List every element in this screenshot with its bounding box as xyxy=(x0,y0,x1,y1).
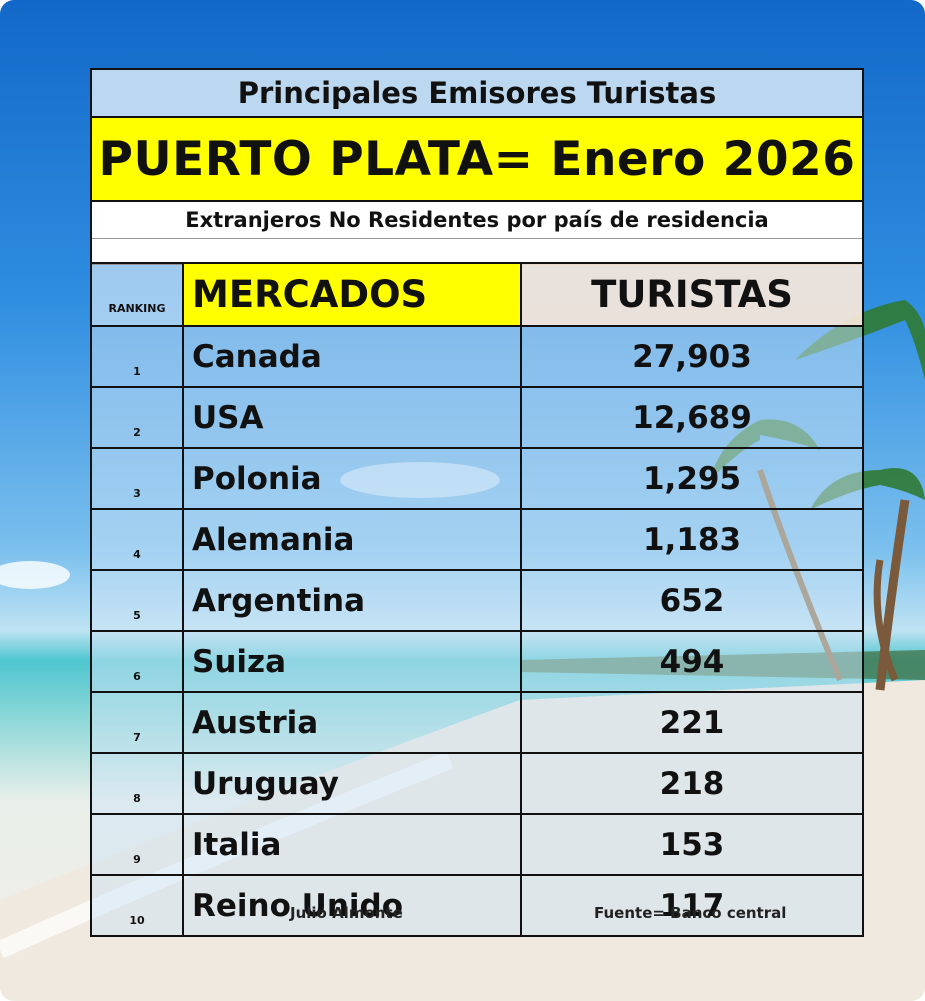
table-row: 4 Alemania 1,183 xyxy=(90,508,864,571)
markets-header: MERCADOS xyxy=(182,262,522,327)
table-row: 10 Reino Unido 117 xyxy=(90,874,864,937)
tourists-cell: 117 xyxy=(520,874,864,937)
country-cell: Canada xyxy=(182,325,522,388)
page-title: Principales Emisores Turistas xyxy=(92,70,862,118)
table-row: 3 Polonia 1,295 xyxy=(90,447,864,510)
tourists-cell: 494 xyxy=(520,630,864,693)
rank-cell: 8 xyxy=(90,752,184,815)
headline: PUERTO PLATA= Enero 2026 xyxy=(92,118,862,202)
rank-cell: 2 xyxy=(90,386,184,449)
table-row: 8 Uruguay 218 xyxy=(90,752,864,815)
table-row: 1 Canada 27,903 xyxy=(90,325,864,388)
ranking-header: RANKING xyxy=(90,262,184,327)
header-block: Principales Emisores Turistas PUERTO PLA… xyxy=(90,68,864,265)
rank-cell: 10 xyxy=(90,874,184,937)
rank-cell: 4 xyxy=(90,508,184,571)
author-credit: Julio Almonte xyxy=(290,904,403,922)
subtitle: Extranjeros No Residentes por país de re… xyxy=(92,202,862,238)
tourists-header: TURISTAS xyxy=(520,262,864,327)
table-row: 9 Italia 153 xyxy=(90,813,864,876)
tourists-cell: 1,295 xyxy=(520,447,864,510)
source-credit: Fuente= Banco central xyxy=(594,904,787,922)
table-row: 7 Austria 221 xyxy=(90,691,864,754)
country-cell: Argentina xyxy=(182,569,522,632)
country-cell: Reino Unido xyxy=(182,874,522,937)
country-cell: Uruguay xyxy=(182,752,522,815)
spacer-row xyxy=(92,238,862,263)
tourists-cell: 153 xyxy=(520,813,864,876)
country-cell: Austria xyxy=(182,691,522,754)
tourists-cell: 12,689 xyxy=(520,386,864,449)
tourists-cell: 652 xyxy=(520,569,864,632)
rank-cell: 6 xyxy=(90,630,184,693)
table-row: 5 Argentina 652 xyxy=(90,569,864,632)
table-row: 2 USA 12,689 xyxy=(90,386,864,449)
rank-cell: 9 xyxy=(90,813,184,876)
rank-cell: 1 xyxy=(90,325,184,388)
tourist-ranking-table: RANKING MERCADOS TURISTAS 1 Canada 27,903 2… xyxy=(90,262,864,937)
country-cell: Italia xyxy=(182,813,522,876)
rank-cell: 5 xyxy=(90,569,184,632)
rank-cell: 3 xyxy=(90,447,184,510)
country-cell: USA xyxy=(182,386,522,449)
country-cell: Polonia xyxy=(182,447,522,510)
table-row: 6 Suiza 494 xyxy=(90,630,864,693)
rank-cell: 7 xyxy=(90,691,184,754)
tourists-cell: 1,183 xyxy=(520,508,864,571)
country-cell: Suiza xyxy=(182,630,522,693)
tourists-cell: 221 xyxy=(520,691,864,754)
tourists-cell: 27,903 xyxy=(520,325,864,388)
table-header-row: RANKING MERCADOS TURISTAS xyxy=(90,262,864,327)
tourists-cell: 218 xyxy=(520,752,864,815)
country-cell: Alemania xyxy=(182,508,522,571)
